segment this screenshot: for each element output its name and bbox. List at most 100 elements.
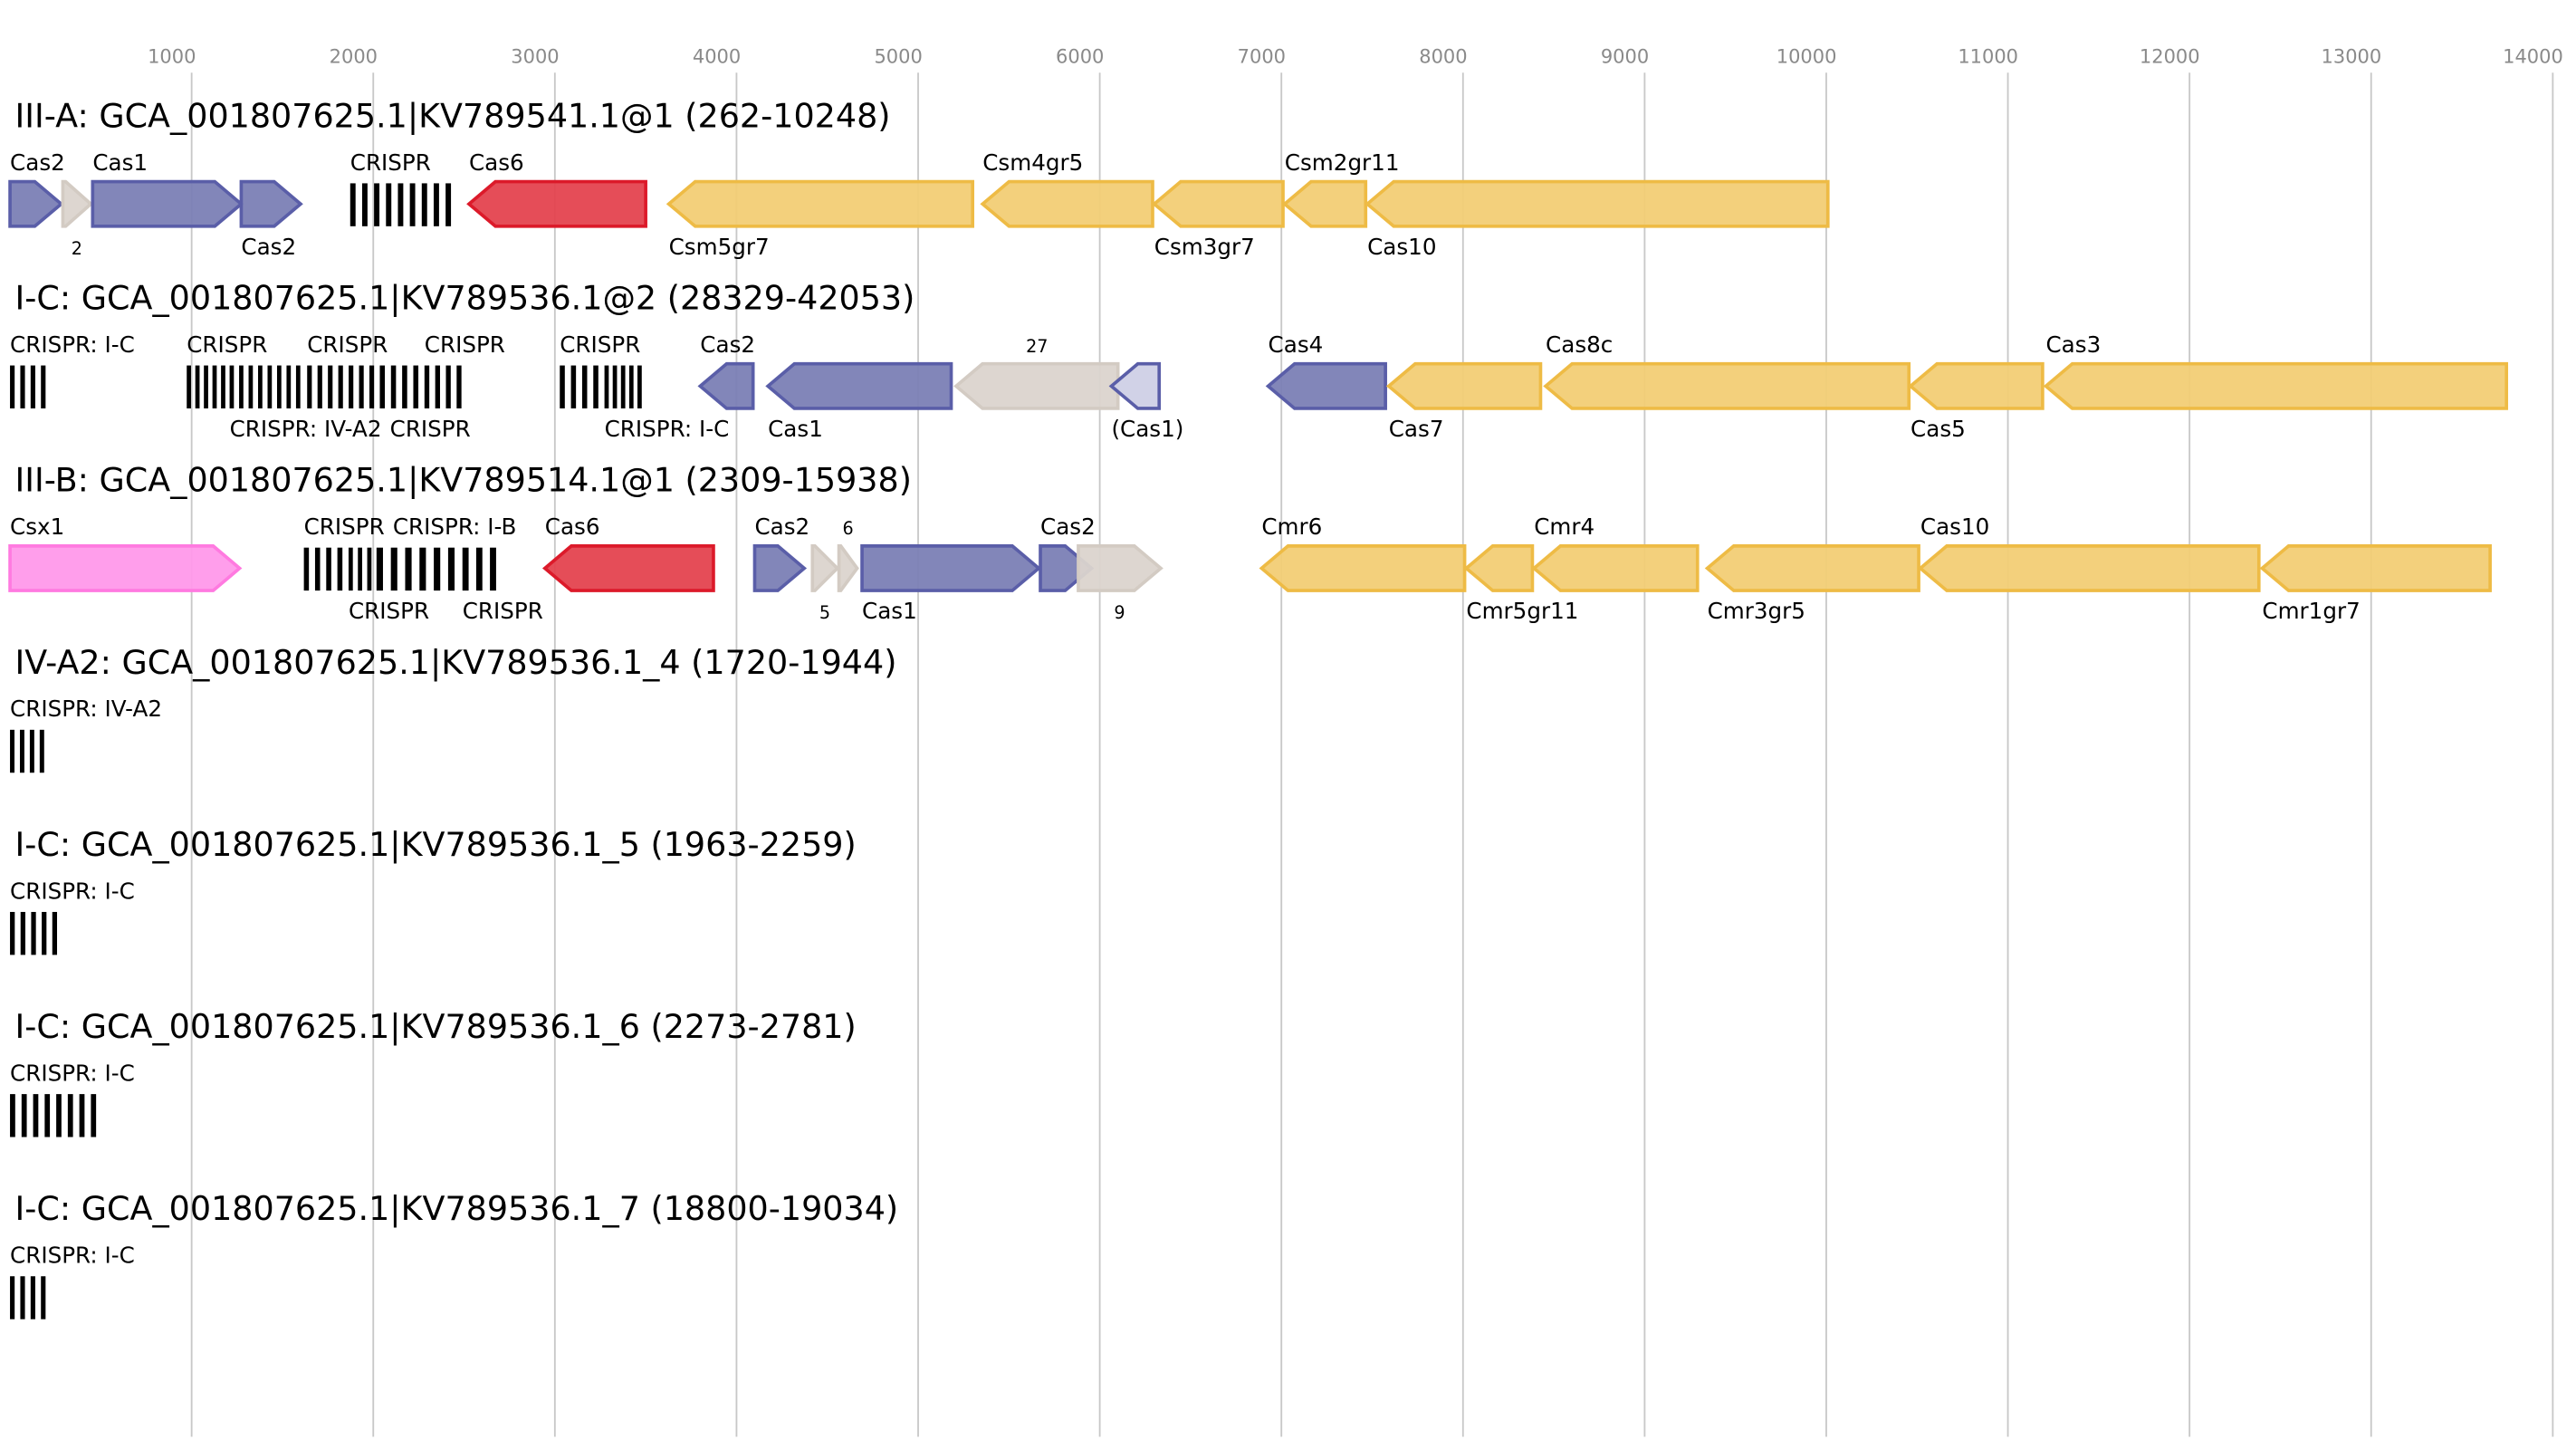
gene-arrow-reverse[interactable] <box>1265 361 1387 410</box>
crispr-repeat <box>303 547 310 591</box>
crispr-repeat <box>424 365 430 408</box>
locus-track: I-C: GCA_001807625.1|KV789536.1@2 (28329… <box>10 279 2509 442</box>
crispr-repeat <box>314 547 321 591</box>
gene-arrow-reverse[interactable] <box>541 544 715 592</box>
gene-label: Cmr4 <box>1534 513 1594 540</box>
crispr-repeat <box>620 365 626 408</box>
gene-label: 9 <box>1114 602 1125 623</box>
locus-track: IV-A2: GCA_001807625.1|KV789536.1_4 (172… <box>10 643 896 773</box>
gene-arrow-reverse[interactable] <box>1531 544 1700 592</box>
crispr-repeat <box>187 365 191 408</box>
crispr-label: CRISPR: I-C <box>10 331 135 358</box>
gene-arrow-forward[interactable] <box>239 179 303 228</box>
gene-label: 6 <box>843 518 854 539</box>
gene-arrow-reverse[interactable] <box>1259 544 1467 592</box>
locus-track: I-C: GCA_001807625.1|KV789536.1_5 (1963-… <box>10 825 857 955</box>
gene-arrow-reverse[interactable] <box>1543 361 1911 410</box>
gene-arrow-forward[interactable] <box>860 544 1042 592</box>
crispr-label: CRISPR: I-C <box>605 416 730 442</box>
locus-track: III-A: GCA_001807625.1|KV789541.1@1 (262… <box>8 96 1830 260</box>
crispr-repeat <box>31 911 36 955</box>
crispr-repeat <box>374 183 380 226</box>
crispr-repeat <box>409 183 416 226</box>
gene-arrow-forward[interactable] <box>1077 544 1164 592</box>
gene-arrow-reverse[interactable] <box>2043 361 2509 410</box>
crispr-repeat <box>317 365 322 408</box>
gene-arrow-reverse[interactable] <box>1108 361 1162 410</box>
crispr-repeat <box>433 183 439 226</box>
crispr-label: CRISPR <box>349 598 429 624</box>
tick-label: 1000 <box>148 45 196 67</box>
gene-label: Cas4 <box>1269 331 1324 358</box>
tick-label: 13000 <box>2322 45 2382 67</box>
gene-label: Csm5gr7 <box>669 234 770 260</box>
tick-label: 12000 <box>2140 45 2200 67</box>
crispr-repeat <box>447 547 455 591</box>
crispr-repeat <box>10 365 15 408</box>
crispr-repeat <box>212 365 217 408</box>
crispr-repeat <box>581 365 588 408</box>
tick-label: 14000 <box>2503 45 2563 67</box>
crispr-repeat <box>612 365 618 408</box>
gene-arrow-reverse[interactable] <box>1281 179 1368 228</box>
gene-arrow-reverse[interactable] <box>697 361 755 410</box>
gene-arrow-reverse[interactable] <box>1385 361 1543 410</box>
crispr-repeat <box>358 547 363 591</box>
locus-track: I-C: GCA_001807625.1|KV789536.1_7 (18800… <box>10 1189 898 1319</box>
locus-title: I-C: GCA_001807625.1|KV789536.1_5 (1963-… <box>15 825 857 865</box>
crispr-repeat <box>413 365 419 408</box>
crispr-repeat <box>376 547 383 591</box>
gene-label: Cas1 <box>768 416 823 442</box>
tick-label: 4000 <box>693 45 741 67</box>
gene-arrow-reverse[interactable] <box>1365 179 1830 228</box>
crispr-repeat <box>367 547 372 591</box>
gene-arrow-reverse[interactable] <box>1908 361 2045 410</box>
gene-label: Cmr3gr5 <box>1708 598 1805 624</box>
crispr-label: CRISPR <box>463 598 543 624</box>
gene-arrow-reverse[interactable] <box>765 361 953 410</box>
crispr-repeat <box>39 729 44 773</box>
tick-label: 2000 <box>330 45 378 67</box>
gene-arrow-forward[interactable] <box>810 544 840 592</box>
gene-arrow-forward[interactable] <box>837 544 859 592</box>
locus-title: I-C: GCA_001807625.1|KV789536.1_7 (18800… <box>15 1189 899 1229</box>
crispr-repeat <box>637 365 642 408</box>
crispr-repeat <box>369 365 375 408</box>
gene-arrow-reverse[interactable] <box>980 179 1154 228</box>
gene-arrow-forward[interactable] <box>61 179 94 228</box>
crispr-repeat <box>204 365 208 408</box>
crispr-label: CRISPR <box>304 513 385 540</box>
tick-label: 6000 <box>1056 45 1104 67</box>
crispr-repeat <box>434 547 441 591</box>
tick-label: 8000 <box>1419 45 1467 67</box>
crispr-repeat <box>405 547 412 591</box>
crispr-repeat <box>337 547 343 591</box>
crispr-repeat <box>30 365 35 408</box>
locus-title: III-B: GCA_001807625.1|KV789514.1@1 (230… <box>15 461 912 501</box>
crispr-repeat <box>267 365 273 408</box>
gene-label: Csm4gr5 <box>982 149 1083 176</box>
crispr-repeat <box>20 365 25 408</box>
crispr-repeat <box>445 365 451 408</box>
gene-arrow-reverse[interactable] <box>2259 544 2492 592</box>
gene-arrow-forward[interactable] <box>91 179 244 228</box>
gene-label: Csm2gr11 <box>1285 149 1400 176</box>
crispr-repeat <box>41 365 46 408</box>
gene-arrow-reverse[interactable] <box>1151 179 1285 228</box>
gene-arrow-forward[interactable] <box>8 544 243 592</box>
crispr-repeat <box>390 365 397 408</box>
gene-arrow-reverse[interactable] <box>1463 544 1535 592</box>
gene-label: Cmr5gr11 <box>1466 598 1578 624</box>
crispr-label: CRISPR: I-C <box>10 1060 135 1087</box>
crispr-repeat <box>258 365 263 408</box>
gene-arrow-reverse[interactable] <box>666 179 975 228</box>
gene-arrow-forward[interactable] <box>752 544 808 592</box>
gene-arrow-reverse[interactable] <box>953 361 1120 410</box>
gene-arrow-reverse[interactable] <box>1704 544 1920 592</box>
crispr-repeat <box>628 365 634 408</box>
gene-arrow-reverse[interactable] <box>466 179 647 228</box>
crispr-repeat <box>560 365 565 408</box>
gene-arrow-reverse[interactable] <box>1918 544 2261 592</box>
gene-arrow-forward[interactable] <box>8 179 64 228</box>
